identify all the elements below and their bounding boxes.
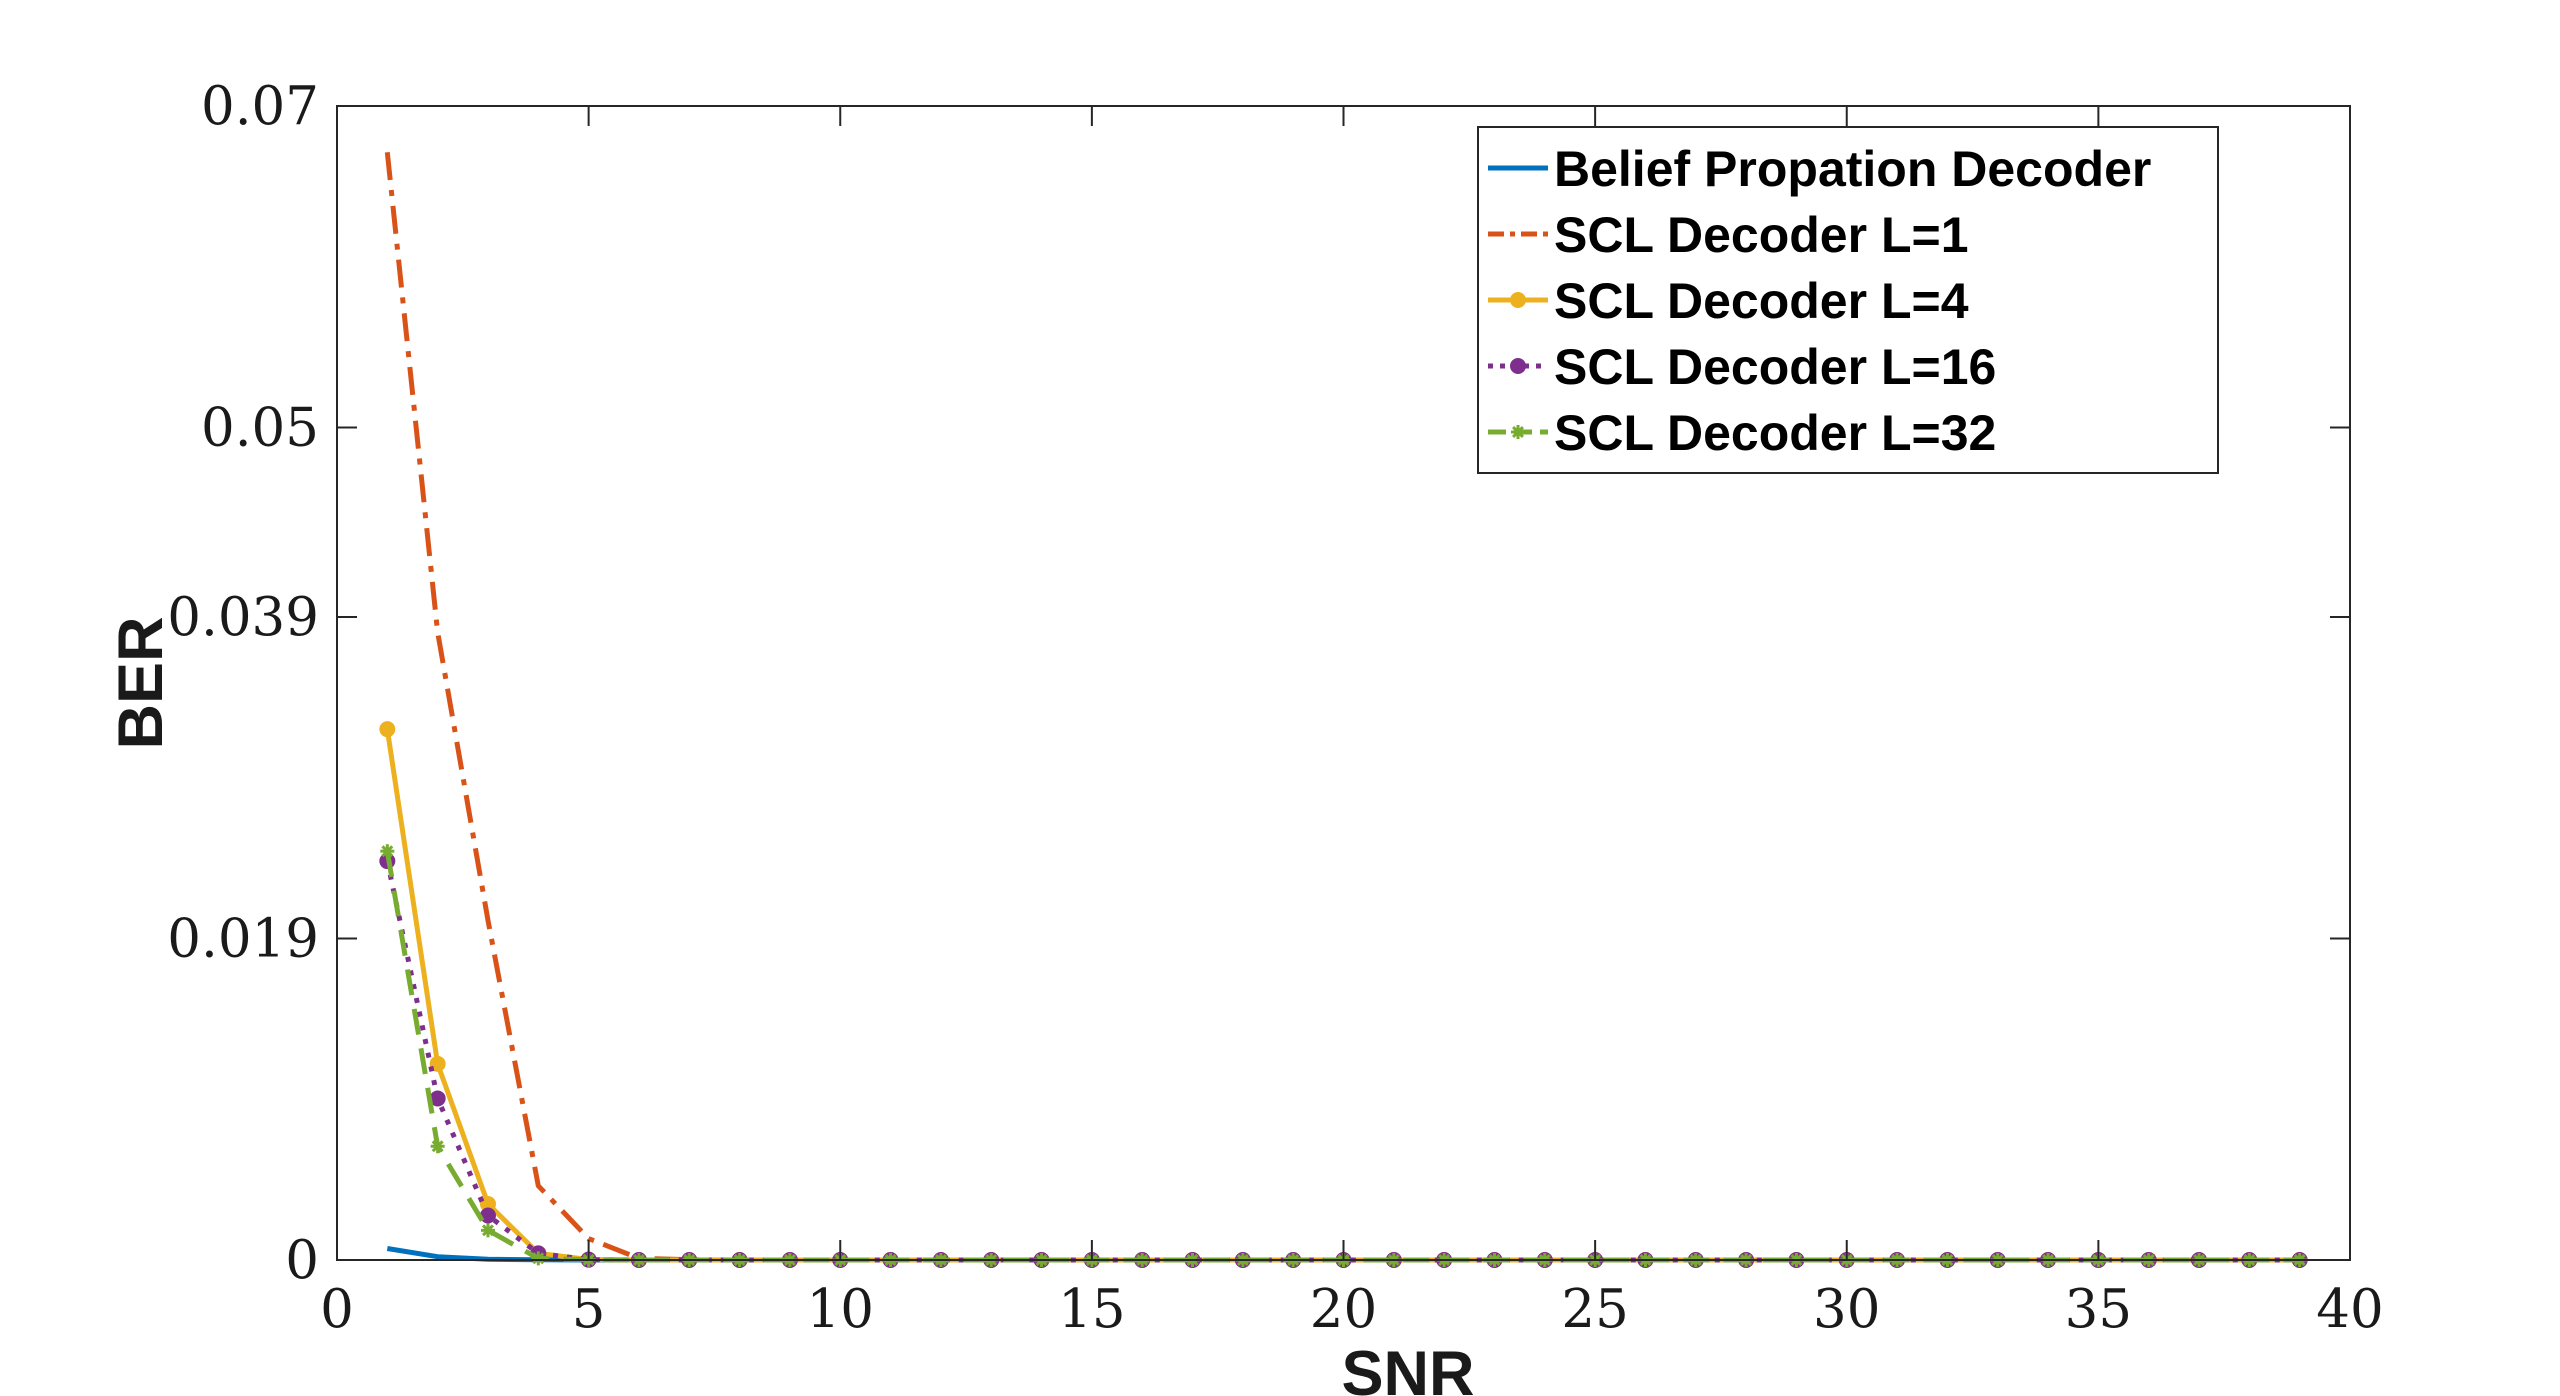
y-tick-label: 0.07	[201, 76, 319, 137]
axis-layer: 0 5 10 15 20 25 30 35 40 0 0.019 0.039 0.05 0.07	[167, 76, 2383, 1340]
data-point	[379, 721, 396, 738]
data-point	[429, 1055, 446, 1072]
x-tick-label: 10	[807, 1279, 874, 1340]
y-tick-label: 0.05	[201, 397, 319, 458]
plot-frame	[336, 105, 2351, 1261]
x-tick-label: 30	[1813, 1279, 1880, 1340]
legend-marker	[1510, 292, 1526, 308]
legend-box	[1477, 126, 2219, 474]
data-point	[479, 1207, 496, 1224]
y-tick-label: 0.019	[167, 909, 319, 970]
x-tick-label: 5	[572, 1279, 606, 1340]
legend: Belief Propation Decoder SCL Decoder L=1 S…	[1477, 126, 2219, 474]
legend-label: SCL Decoder L=4	[1554, 273, 1969, 329]
data-point	[531, 1251, 546, 1266]
legend-label: SCL Decoder L=1	[1554, 207, 1969, 263]
legend-item: SCL Decoder L=32	[1488, 405, 1996, 461]
y-tick-label: 0	[285, 1230, 319, 1291]
legend-marker	[1510, 358, 1526, 374]
x-tick-label: 20	[1310, 1279, 1377, 1340]
data-point	[430, 1139, 445, 1154]
data-point	[480, 1223, 495, 1238]
legend-label: Belief Propation Decoder	[1554, 141, 2151, 197]
legend-marker	[1511, 425, 1525, 439]
x-tick-label: 25	[1561, 1279, 1628, 1340]
legend-label: SCL Decoder L=32	[1554, 405, 1996, 461]
x-tick-label: 15	[1058, 1279, 1125, 1340]
legend-item: SCL Decoder L=4	[1488, 273, 1969, 329]
legend-item: Belief Propation Decoder	[1488, 141, 2151, 197]
legend-label: SCL Decoder L=16	[1554, 339, 1996, 395]
y-tick-label: 0.039	[167, 587, 319, 648]
x-tick-label: 40	[2316, 1279, 2383, 1340]
data-point	[380, 844, 395, 859]
x-tick-label: 0	[320, 1279, 354, 1340]
legend-item: SCL Decoder L=16	[1488, 339, 1996, 395]
x-tick-label: 35	[2065, 1279, 2132, 1340]
y-axis-title: BER	[106, 616, 176, 749]
legend-item: SCL Decoder L=1	[1488, 207, 1969, 263]
x-axis-title: SNR	[1341, 1339, 1474, 1396]
